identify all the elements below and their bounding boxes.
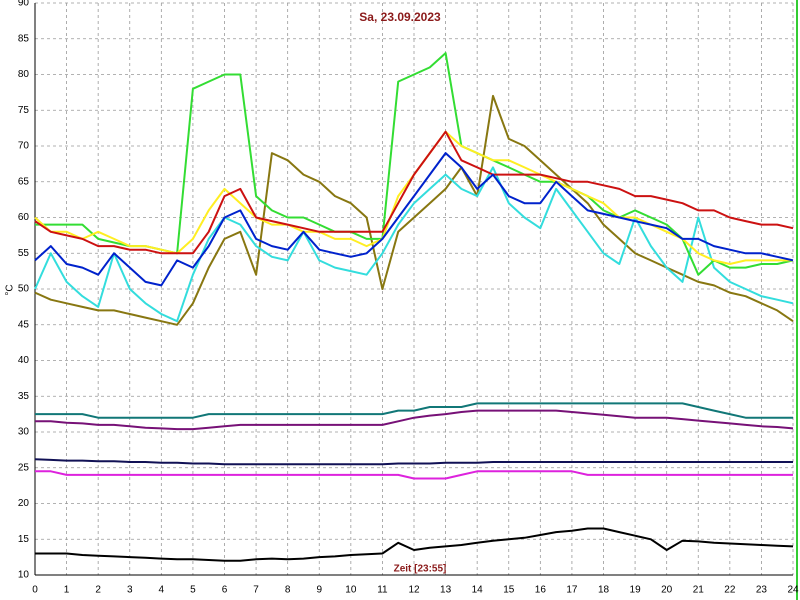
x-tick-label: 11 xyxy=(377,585,388,596)
x-tick-label: 22 xyxy=(724,585,736,596)
y-tick-label: 50 xyxy=(18,284,30,295)
y-tick-label: 45 xyxy=(18,319,30,330)
y-tick-label: 75 xyxy=(18,105,30,116)
x-tick-label: 2 xyxy=(95,585,101,596)
y-axis-label: °C xyxy=(5,284,16,295)
y-tick-label: 15 xyxy=(18,534,30,545)
y-tick-label: 35 xyxy=(18,391,30,402)
x-tick-label: 19 xyxy=(630,585,642,596)
y-tick-label: 40 xyxy=(18,355,30,366)
series-line xyxy=(35,470,793,480)
series-line xyxy=(34,130,794,255)
x-tick-label: 16 xyxy=(535,585,547,596)
x-tick-label: 3 xyxy=(127,585,133,596)
x-tick-label: 1 xyxy=(64,585,70,596)
x-tick-label: 21 xyxy=(693,585,705,596)
x-tick-label: 10 xyxy=(345,585,357,596)
series-line xyxy=(34,166,794,323)
series-line xyxy=(35,527,794,562)
x-tick-label: 9 xyxy=(316,585,322,596)
x-tick-label: 0 xyxy=(32,585,38,596)
y-tick-label: 80 xyxy=(18,69,30,80)
x-tick-label: 6 xyxy=(222,585,228,596)
y-tick-label: 90 xyxy=(18,0,30,9)
y-tick-label: 85 xyxy=(18,33,30,44)
x-tick-label: 23 xyxy=(756,585,768,596)
y-tick-label: 55 xyxy=(18,248,30,259)
x-tick-label: 20 xyxy=(661,585,673,596)
y-tick-label: 25 xyxy=(18,462,30,473)
series-line xyxy=(35,409,794,431)
x-tick-label: 17 xyxy=(566,585,578,596)
x-tick-label: 7 xyxy=(253,585,259,596)
x-tick-label: 15 xyxy=(503,585,515,596)
y-tick-label: 70 xyxy=(18,141,30,152)
x-tick-label: 4 xyxy=(159,585,165,596)
y-tick-label: 65 xyxy=(18,176,30,187)
x-axis-label: Zeit [23:55] xyxy=(394,564,447,575)
y-tick-label: 30 xyxy=(18,427,30,438)
x-tick-label: 18 xyxy=(598,585,610,596)
y-tick-label: 10 xyxy=(18,570,30,581)
chart-title: Sa, 23.09.2023 xyxy=(359,10,441,24)
y-tick-label: 60 xyxy=(18,212,30,223)
x-tick-label: 14 xyxy=(472,585,484,596)
series-line xyxy=(34,152,794,287)
y-tick-label: 20 xyxy=(18,498,30,509)
series-line xyxy=(34,458,793,466)
x-tick-label: 24 xyxy=(787,585,799,596)
x-tick-label: 12 xyxy=(408,585,420,596)
x-tick-label: 8 xyxy=(285,585,291,596)
x-tick-label: 5 xyxy=(190,585,196,596)
x-tick-label: 13 xyxy=(440,585,452,596)
series-line xyxy=(35,402,793,419)
